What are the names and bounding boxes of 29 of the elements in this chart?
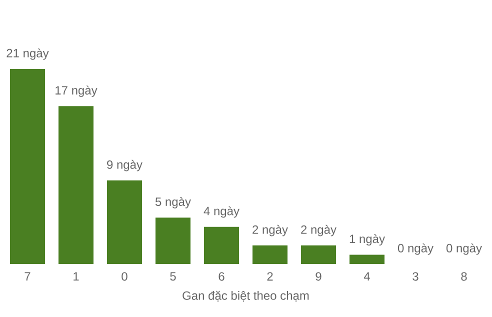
x-tick-label: 2	[267, 272, 273, 281]
data-label: 0 ngày	[446, 243, 482, 255]
x-tick-label: 4	[364, 272, 370, 280]
x-tick-label: 3	[412, 272, 418, 281]
x-axis-title: Gan đặc biệt theo chạm	[182, 290, 309, 302]
x-tick-label: 0	[122, 272, 128, 281]
data-label: 2 ngày	[301, 224, 336, 236]
bar	[156, 218, 190, 264]
data-label: 5 ngày	[155, 197, 191, 208]
x-tick-label: 7	[24, 272, 30, 280]
data-label: 21 ngày	[6, 48, 49, 60]
x-tick-label: 9	[316, 272, 322, 281]
data-label: 17 ngày	[56, 86, 98, 97]
bar	[58, 106, 94, 264]
bar	[204, 226, 240, 264]
data-label: 4 ngày	[204, 206, 240, 218]
x-tick-label: 1	[74, 272, 79, 280]
bar	[252, 245, 288, 264]
x-tick-label: 8	[461, 272, 467, 281]
x-tick-label: 5	[170, 272, 176, 281]
data-label: 0 ngày	[398, 243, 434, 255]
data-label: 9 ngày	[107, 160, 142, 172]
data-label: 2 ngày	[252, 224, 288, 236]
x-tick-label: 6	[218, 272, 224, 281]
bar	[301, 245, 336, 264]
bar	[350, 254, 385, 264]
data-label: 1 ngày	[350, 234, 385, 246]
bar	[107, 180, 142, 264]
bar	[10, 68, 45, 264]
